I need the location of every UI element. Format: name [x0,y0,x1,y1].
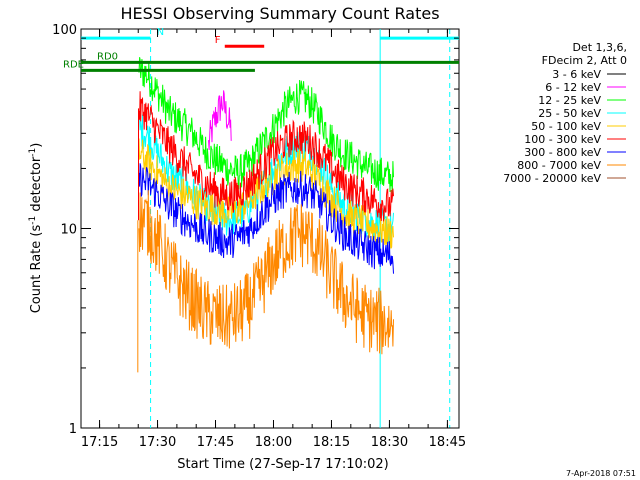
y-axis-label-mid: detector [29,156,44,216]
chart-title: HESSI Observing Summary Count Rates [120,4,439,23]
x-tick-label-18:30: 18:30 [371,435,408,450]
annotation-label-N: N [157,27,164,38]
legend-label-7: 800 - 7000 keV [517,159,601,172]
annotation-label-RD0: RD0 [97,51,118,62]
y-axis-label-exp2: -1 [28,148,38,157]
y-ticks: 1 10 100 [52,23,459,437]
series-800-7000keV [138,190,394,355]
y-axis-label-exp1: -1 [28,216,38,225]
x-tick-label-18:45: 18:45 [429,435,466,450]
y-axis-label-main: Count Rate (s [29,225,44,314]
series-100-300keV [138,91,394,222]
legend-label-1: 6 - 12 keV [545,81,601,94]
legend-label-5: 100 - 300 keV [524,133,601,146]
x-axis-label: Start Time (27-Sep-17 17:10:02) [177,457,388,472]
legend-label-2: 12 - 25 keV [538,94,601,107]
y-tick-label-1: 1 [69,422,77,437]
x-tick-label-17:15: 17:15 [81,435,118,450]
x-ticks: 17:15 17:30 17:45 18:00 18:15 18:30 18:45 [81,29,466,450]
annotation-bars: N F RD0 RDE [63,27,459,72]
x-tick-label-17:45: 17:45 [197,435,234,450]
x-tick-label-17:30: 17:30 [139,435,176,450]
legend-header-2: FDecim 2, Att 0 [542,54,627,67]
series-lines [137,57,394,373]
y-axis-label: Count Rate (s-1 detector-1) [28,143,44,314]
annotation-label-F: F [215,35,221,46]
legend-label-3: 25 - 50 keV [538,107,601,120]
legend-label-6: 300 - 800 keV [524,146,601,159]
y-tick-label-10: 10 [60,223,77,238]
series-6-12keV [208,90,232,151]
legend-label-8: 7000 - 20000 keV [503,172,601,185]
x-tick-label-18:15: 18:15 [313,435,350,450]
y-tick-label-100: 100 [52,23,77,38]
series-12-25keV [138,57,394,195]
legend-header-1: Det 1,3,6, [572,41,627,54]
y-axis-label-end: ) [29,143,44,148]
footer-date: 7-Apr-2018 07:51 [566,469,636,478]
legend-label-0: 3 - 6 keV [552,68,601,81]
annotation-label-RDE: RDE [63,59,84,70]
legend-label-4: 50 - 100 keV [531,120,601,133]
x-tick-label-18:00: 18:00 [255,435,292,450]
series-300-800keV [138,163,394,274]
